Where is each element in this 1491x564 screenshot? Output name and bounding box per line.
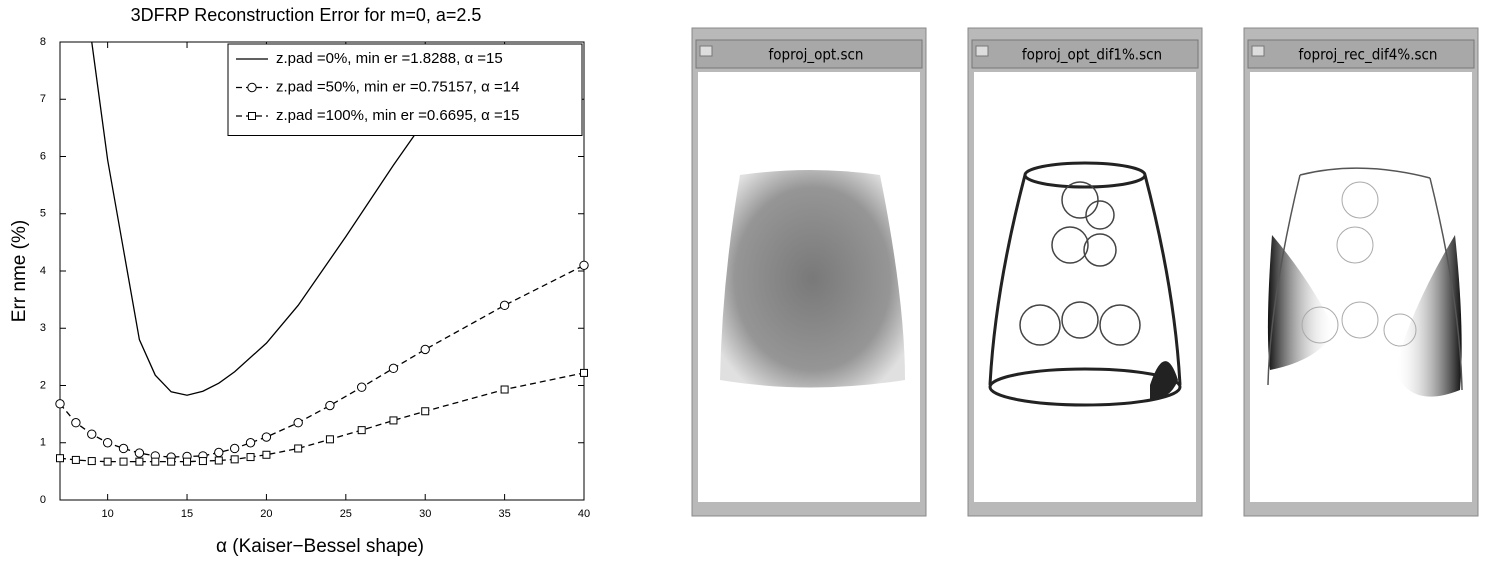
window-title: foproj_opt.scn	[769, 46, 864, 65]
data-point	[357, 383, 365, 391]
data-point	[421, 345, 429, 353]
data-point	[199, 458, 206, 465]
x-tick-label: 15	[181, 508, 193, 520]
window-title: foproj_rec_dif4%.scn	[1299, 46, 1438, 65]
window-title: foproj_opt_dif1%.scn	[1022, 46, 1162, 65]
y-tick-label: 5	[40, 208, 46, 220]
data-point	[72, 456, 79, 463]
y-tick-label: 2	[40, 379, 46, 391]
data-point	[152, 458, 159, 465]
data-point	[581, 369, 588, 376]
data-point	[246, 439, 254, 447]
legend-label: z.pad =0%, min er =1.8288, α =15	[276, 50, 503, 67]
chart-title: 3DFRP Reconstruction Error for m=0, a=2.…	[131, 5, 482, 25]
legend-marker	[249, 113, 256, 120]
x-tick-label: 30	[419, 508, 431, 520]
data-point	[295, 445, 302, 452]
data-point	[120, 458, 127, 465]
figure: 3DFRP Reconstruction Error for m=0, a=2.…	[0, 0, 1491, 559]
data-point	[184, 458, 191, 465]
series-line	[60, 265, 584, 457]
legend-marker	[248, 83, 256, 91]
data-point	[262, 433, 270, 441]
y-tick-label: 4	[40, 265, 46, 277]
data-point	[326, 401, 334, 409]
data-point	[119, 444, 127, 452]
data-point	[294, 419, 302, 427]
data-point	[247, 454, 254, 461]
data-point	[501, 386, 508, 393]
x-tick-label: 35	[498, 508, 510, 520]
data-point	[56, 400, 64, 408]
data-point	[215, 457, 222, 464]
data-point	[57, 455, 64, 462]
y-tick-label: 1	[40, 437, 46, 449]
y-tick-label: 6	[40, 150, 46, 162]
data-point	[135, 449, 143, 457]
data-point	[390, 417, 397, 424]
data-point	[72, 419, 80, 427]
data-point	[231, 456, 238, 463]
y-tick-label: 3	[40, 322, 46, 334]
data-point	[326, 436, 333, 443]
legend-label: z.pad =100%, min er =0.6695, α =15	[276, 107, 519, 124]
legend: z.pad =0%, min er =1.8288, α =15 z.pad =5…	[228, 44, 582, 136]
image-window	[968, 28, 1202, 516]
data-point	[230, 444, 238, 452]
x-axis-label: α (Kaiser−Bessel shape)	[216, 536, 424, 557]
x-tick-label: 40	[578, 508, 590, 520]
data-point	[263, 451, 270, 458]
data-point	[358, 427, 365, 434]
legend-label: z.pad =50%, min er =0.75157, α =14	[276, 78, 519, 95]
x-tick-label: 25	[340, 508, 352, 520]
data-point	[389, 364, 397, 372]
y-tick-label: 8	[40, 36, 46, 48]
y-tick-label: 7	[40, 93, 46, 105]
image-window	[1244, 28, 1478, 516]
y-tick-label: 0	[40, 494, 46, 506]
data-point	[215, 448, 223, 456]
data-point	[103, 439, 111, 447]
data-point	[104, 458, 111, 465]
data-point	[580, 261, 588, 269]
y-axis-label: Err nme (%)	[9, 220, 30, 322]
data-point	[500, 301, 508, 309]
data-point	[88, 458, 95, 465]
data-point	[88, 430, 96, 438]
x-tick-label: 20	[260, 508, 272, 520]
x-tick-label: 10	[102, 508, 114, 520]
data-point	[422, 408, 429, 415]
plot-area: 10 15 20 25 30 35 40 0 1 2 3 4 5 6 7 8 z.pad =0%, min er…	[40, 36, 590, 520]
image-window	[692, 28, 926, 516]
data-point	[136, 458, 143, 465]
data-point	[168, 458, 175, 465]
